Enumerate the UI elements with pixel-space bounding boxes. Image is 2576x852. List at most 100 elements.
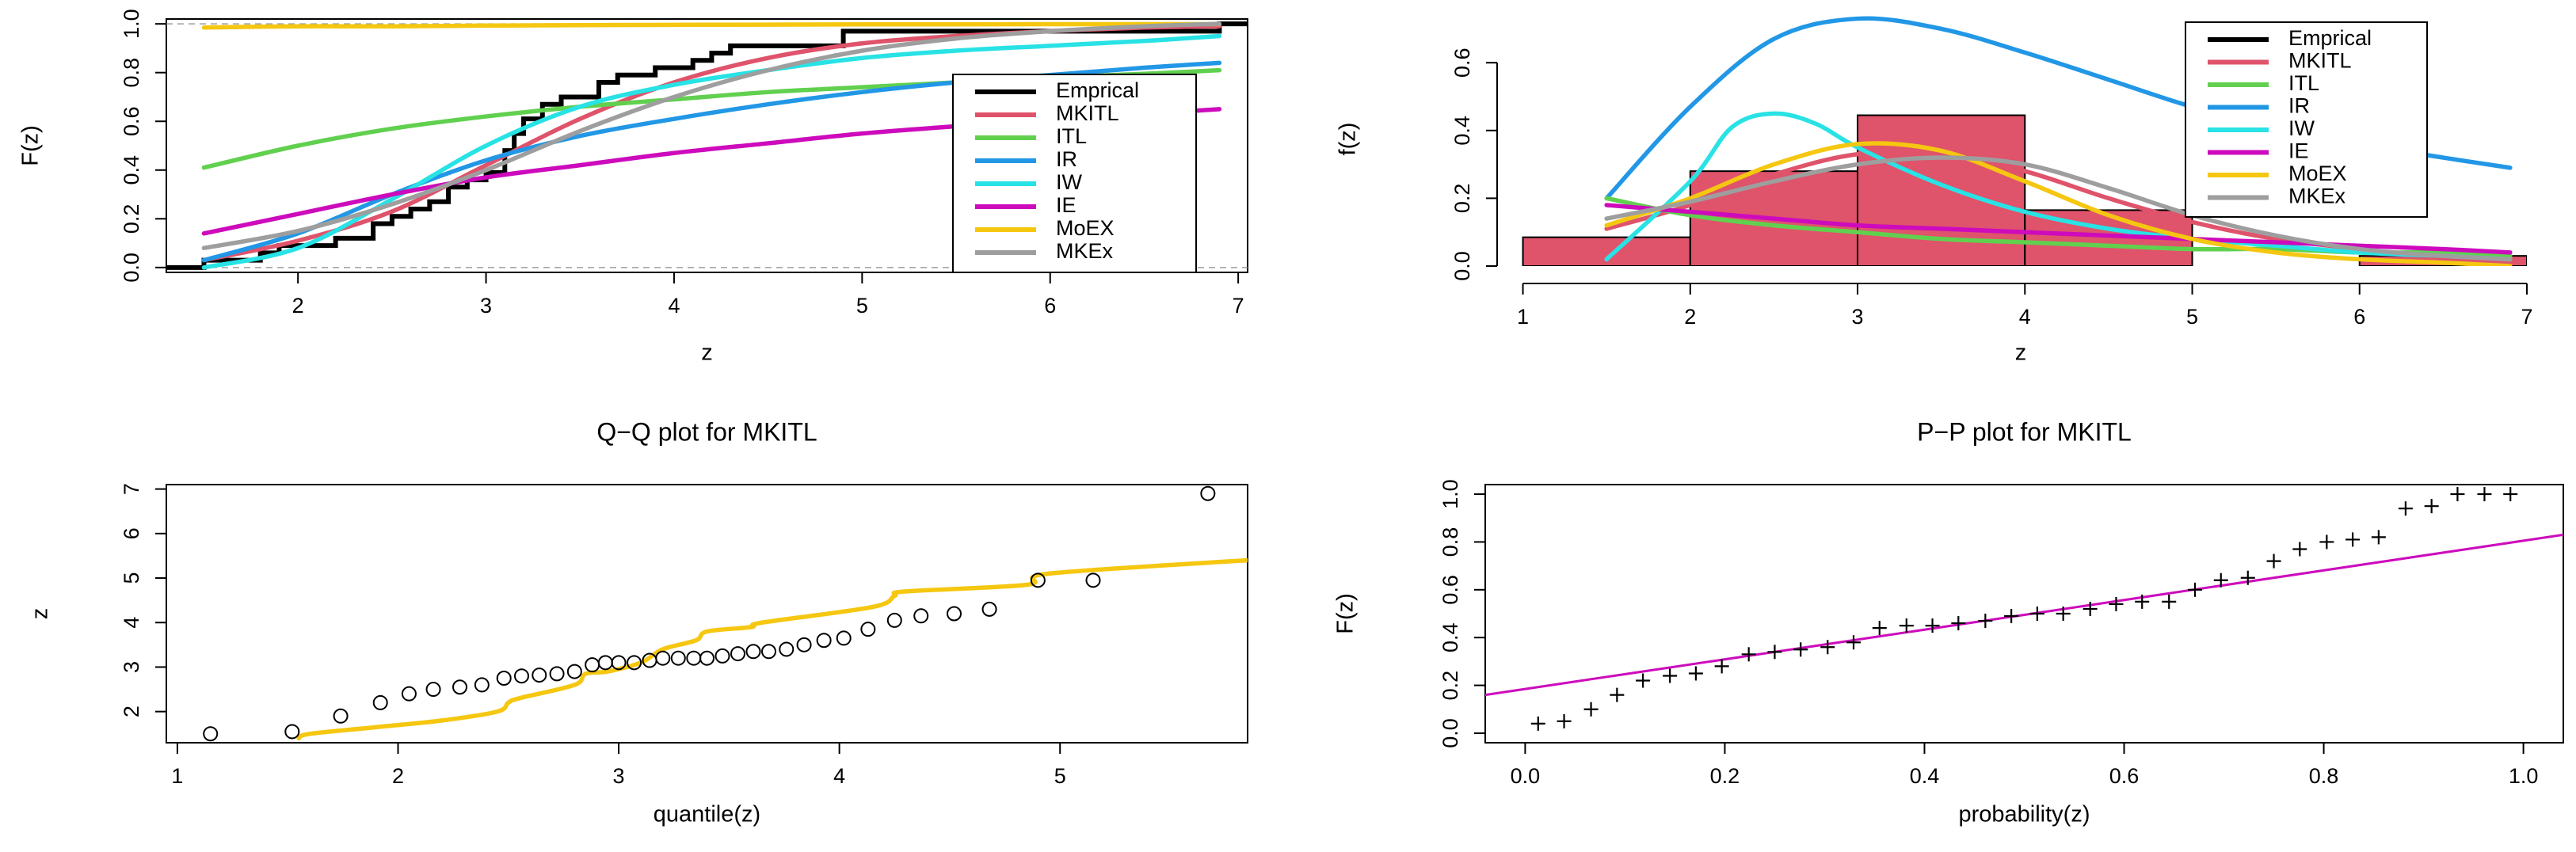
data-point [655,650,671,666]
y-tick-label: 7 [120,483,143,495]
legend-label: MKITL [2288,49,2352,73]
x-tick-label: 1 [171,764,183,788]
legend-label: IE [1056,193,1077,217]
data-point [836,630,852,646]
data-point [670,650,686,666]
data-point [284,724,300,740]
data-point [796,637,812,652]
data-point [1767,645,1782,660]
series-line-moex [1604,141,2513,266]
data-point [761,644,776,660]
plot-frame [166,484,1248,744]
data-point [2135,594,2150,609]
legend-label: MoEX [2288,162,2347,185]
data-point [2345,532,2361,547]
data-point [1583,702,1599,717]
data-point [474,677,490,693]
data-point [2162,594,2177,609]
data-point [2083,601,2098,616]
x-tick-label: 4 [668,294,680,318]
x-tick-label: 4 [833,764,845,788]
data-point [947,606,962,622]
data-point [1793,642,1808,657]
data-point [566,664,582,679]
series-line-moex [201,21,1222,30]
y-tick-label: 0.0 [120,253,143,283]
x-tick-label: 0.2 [1710,764,1740,788]
data-point [981,601,997,617]
series-line-mkex [1604,155,2513,262]
x-tick-label: 1 [1517,305,1529,329]
x-tick-label: 2 [392,764,404,788]
chart-title: P−P plot for MKITL [1917,417,2132,446]
panel-qq: 1 2 3 4 5 2 3 4 5 6 7 quantile(z) z Q−Q plot for MKIT… [28,417,1248,827]
plot-frame [1484,484,2564,744]
data-point [714,648,730,664]
data-point [779,641,795,657]
histogram-bar [1522,236,1691,266]
x-tick-label: 5 [2186,305,2198,329]
legend-label: MoEX [1056,216,1115,240]
x-tick-label: 5 [856,294,868,318]
legend-label: IE [2288,139,2309,163]
y-tick-label: 4 [120,617,143,629]
y-tick-label: 0.8 [1439,527,1462,557]
x-axis-label: z [701,340,713,366]
chart-title: Q−Q plot for MKITL [596,417,817,446]
legend-label: IW [2288,116,2315,140]
data-point [2213,572,2228,588]
data-point [425,682,441,698]
x-tick-label: 5 [1054,764,1066,788]
series-line-iw [1604,111,2513,262]
data-point [1610,687,1625,702]
x-tick-label: 0.6 [2109,764,2140,788]
data-point [2056,607,2071,621]
y-tick-label: 1.0 [1439,479,1462,509]
data-point [699,650,714,666]
data-point [496,671,512,686]
data-point [2187,582,2202,597]
data-point [816,633,832,649]
y-tick-label: 0.4 [1450,116,1474,146]
data-point [1820,640,1835,655]
plot-area [296,557,1248,741]
legend-label: Emprical [1056,78,1139,102]
data-point [401,686,417,702]
x-tick-label: 3 [480,294,492,318]
data-point [1530,716,1545,731]
data-point [886,612,902,628]
data-point [2240,570,2255,585]
x-tick-label: 1.0 [2509,764,2539,788]
data-point [1030,572,1046,588]
series-line-fit [296,557,1248,741]
x-tick-label: 4 [2019,305,2031,329]
y-tick-label: 0.2 [1439,671,1462,701]
y-tick-label: 0.4 [1439,622,1462,652]
data-point [1899,618,1914,633]
data-point [2398,501,2413,516]
data-point [686,650,702,666]
legend-label: IR [1056,147,1077,171]
legend-label: IR [2288,94,2310,118]
data-point [372,694,388,710]
data-point [1741,647,1756,662]
y-tick-label: 0.2 [1450,184,1474,214]
data-point [2503,487,2518,502]
empirical-cdf-line [166,21,1248,270]
data-point [333,708,349,724]
data-point [745,644,761,660]
data-point [1714,659,1729,674]
data-point [532,668,547,683]
x-tick-label: 6 [2353,305,2365,329]
y-tick-label: 0.6 [1439,575,1462,605]
series-line-ie [1604,203,2513,255]
data-point [597,655,613,671]
data-point [203,726,219,742]
x-tick-label: 0.0 [1511,764,1541,788]
legend-label: ITL [1056,124,1087,148]
data-point [1978,614,1993,629]
plot-area [1522,16,2527,266]
x-tick-label: 0.8 [2309,764,2339,788]
x-tick-label: 6 [1044,294,1056,318]
